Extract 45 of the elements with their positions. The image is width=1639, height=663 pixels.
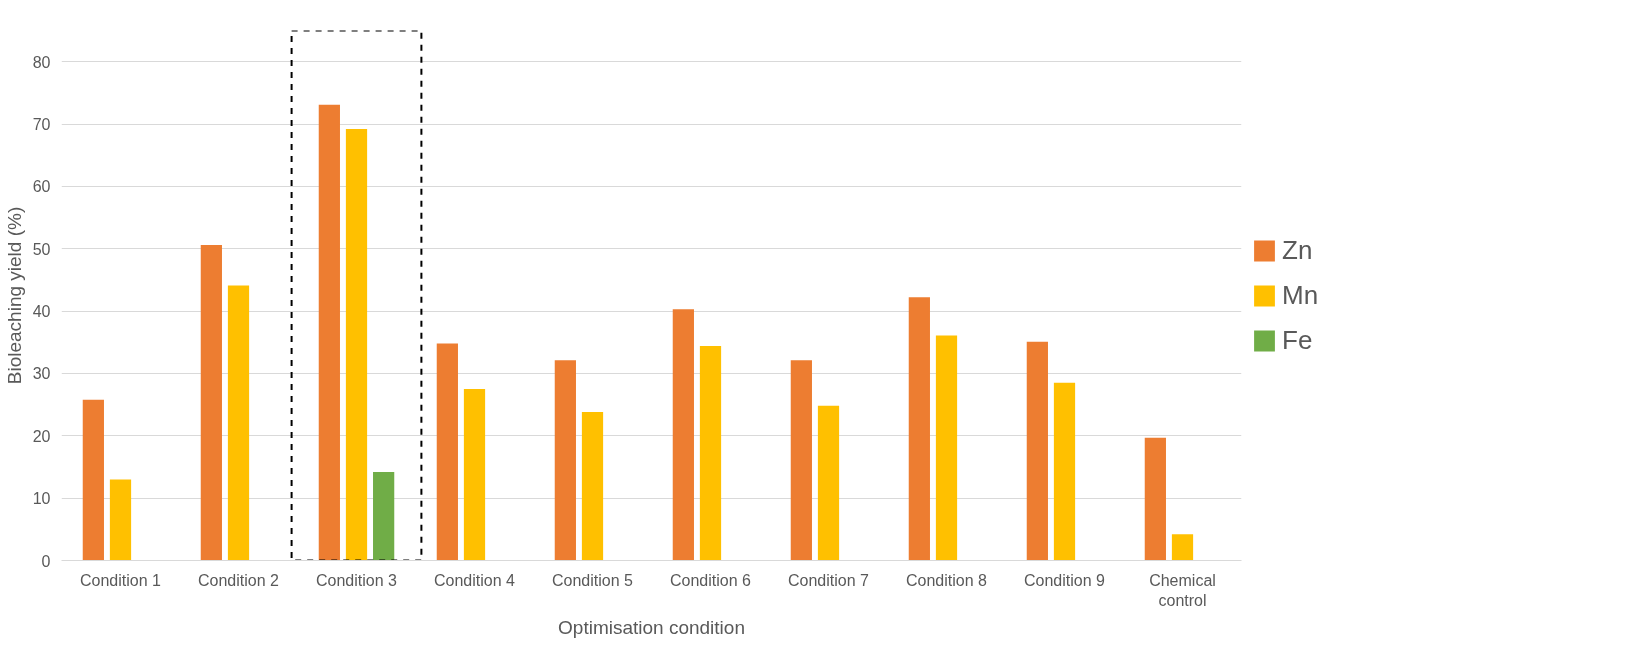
bar — [227, 285, 250, 561]
bar — [1026, 341, 1048, 561]
y-tick-label: 0 — [41, 552, 51, 570]
bar — [463, 389, 486, 561]
bar — [790, 360, 812, 561]
bar — [554, 360, 576, 561]
legend-label: Fe — [1282, 324, 1313, 356]
y-tick-label: 10 — [32, 490, 51, 508]
y-tick-label: 30 — [32, 365, 51, 383]
x-tick-label: Condition 7 — [788, 571, 870, 589]
y-tick-label: 50 — [32, 240, 51, 258]
bar — [373, 471, 395, 561]
bar — [1053, 382, 1076, 561]
y-tick-label: 80 — [32, 53, 51, 71]
y-tick-label: 60 — [32, 178, 51, 196]
bar — [109, 479, 132, 561]
bar — [672, 309, 694, 561]
x-tick-label: Condition 9 — [1024, 571, 1106, 589]
x-tick-label: Condition 2 — [198, 571, 280, 589]
y-tick-label: 40 — [32, 303, 51, 321]
y-tick-label: 20 — [32, 427, 51, 445]
x-axis-title: Optimisation condition — [558, 616, 745, 638]
bar — [581, 412, 604, 561]
x-tick-label: Chemical control — [1149, 571, 1216, 609]
bar — [318, 104, 340, 561]
x-tick-label: Condition 1 — [80, 571, 162, 589]
bar — [817, 405, 840, 561]
bar — [1171, 534, 1194, 561]
legend-label: Zn — [1282, 234, 1313, 266]
legend-label: Mn — [1282, 279, 1319, 311]
y-axis-title: Bioleaching yield (%) — [3, 206, 25, 385]
bar — [200, 244, 222, 561]
x-tick-label: Condition 4 — [434, 571, 516, 589]
bar — [82, 399, 104, 561]
bar — [908, 297, 930, 561]
x-tick-label: Condition 6 — [670, 571, 752, 589]
bar — [1144, 437, 1166, 561]
bar — [436, 343, 458, 561]
x-tick-label: Condition 5 — [552, 571, 634, 589]
bar — [935, 335, 958, 561]
y-tick-label: 70 — [32, 116, 51, 134]
bar — [345, 129, 368, 561]
x-tick-label: Condition 3 — [316, 571, 398, 589]
bar — [699, 346, 722, 561]
x-tick-label: Condition 8 — [906, 571, 988, 589]
